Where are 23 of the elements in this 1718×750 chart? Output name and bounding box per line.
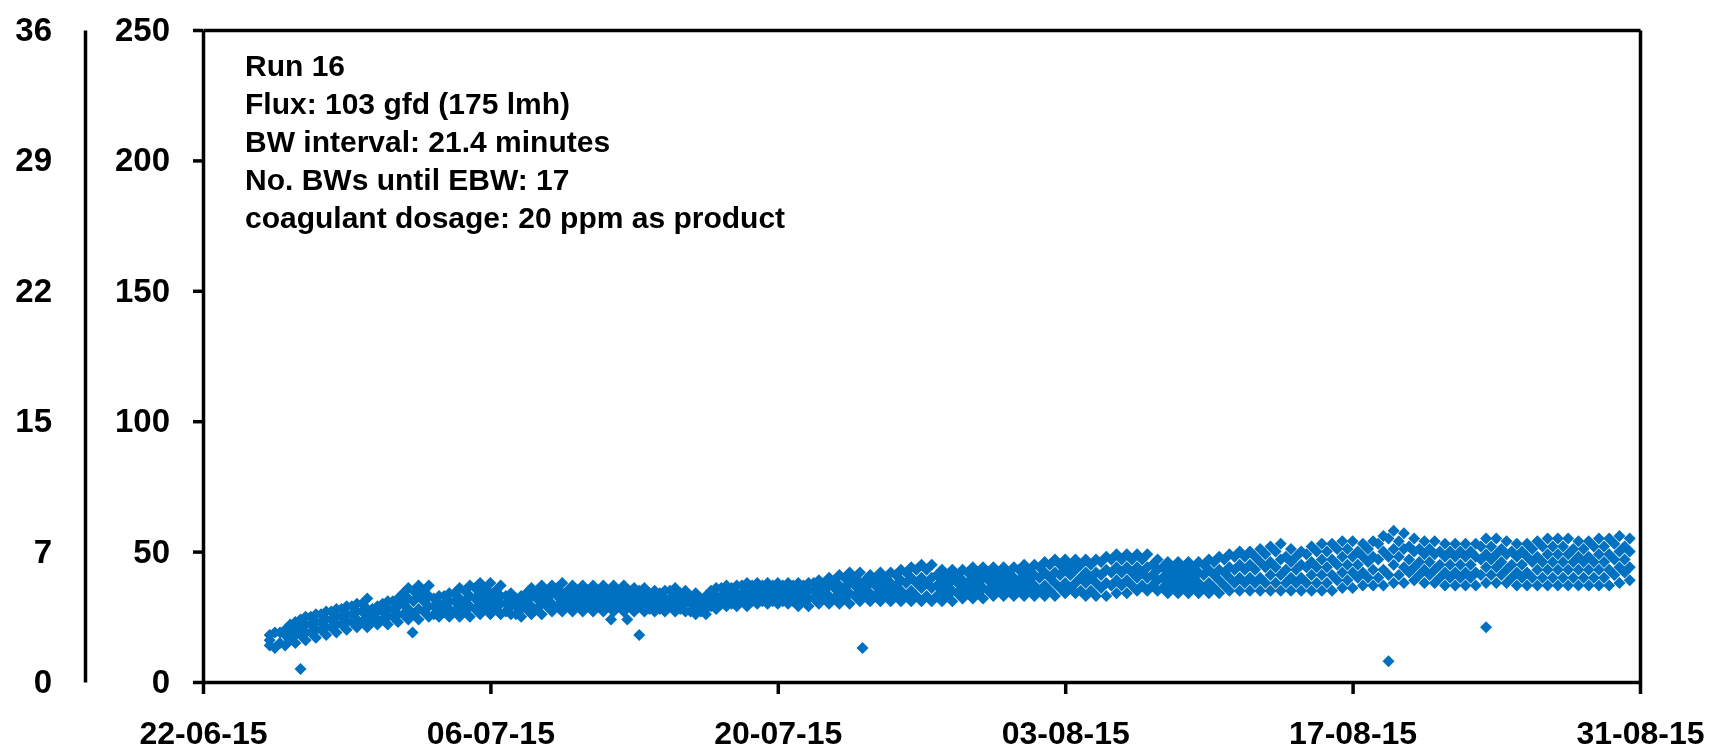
y2-tick-label: 36 (15, 11, 52, 49)
y-tick-label: 50 (133, 532, 170, 570)
x-tick-label: 22-06-15 (139, 714, 268, 750)
y2-tick-label: 29 (15, 141, 52, 179)
y2-tick-label: 22 (15, 271, 52, 309)
x-tick-label: 31-08-15 (1576, 714, 1705, 750)
y-tick-label: 100 (114, 402, 170, 440)
y-tick-label: 250 (114, 11, 170, 49)
x-tick-label: 03-08-15 (1001, 714, 1130, 750)
y2-tick-label: 0 (33, 663, 52, 701)
y-tick-label: 200 (114, 141, 170, 179)
annotation: Run 16 (245, 49, 346, 82)
x-tick-label: 17-08-15 (1289, 714, 1418, 750)
y-tick-label: 150 (114, 271, 170, 309)
annotation: Flux: 103 gfd (175 lmh) (245, 87, 571, 120)
y2-tick-label: 7 (33, 532, 52, 570)
annotation: BW interval: 21.4 minutes (245, 125, 611, 158)
y2-tick-label: 15 (15, 402, 52, 440)
annotation: coagulant dosage: 20 ppm as product (245, 201, 786, 234)
x-tick-label: 06-07-15 (426, 714, 555, 750)
annotation: No. BWs until EBW: 17 (245, 163, 570, 196)
x-tick-label: 20-07-15 (714, 714, 843, 750)
y-tick-label: 0 (151, 663, 170, 701)
